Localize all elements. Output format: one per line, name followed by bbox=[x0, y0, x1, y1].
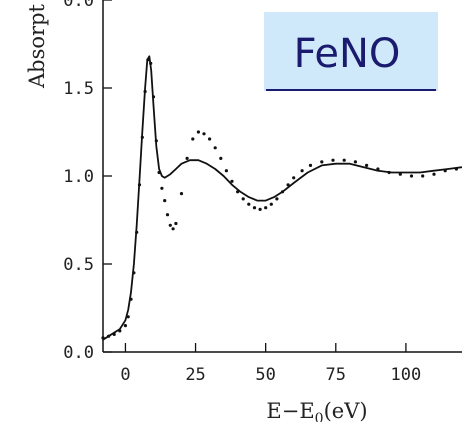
dotted-curve-point bbox=[163, 199, 167, 203]
y-tick-label: 0.0 bbox=[63, 0, 94, 11]
dotted-curve-point bbox=[126, 315, 130, 319]
dotted-curve-point bbox=[241, 197, 245, 201]
x-tick-label: 75 bbox=[326, 365, 346, 385]
dotted-curve-point bbox=[202, 132, 206, 136]
dotted-curve-point bbox=[118, 329, 122, 333]
dotted-curve-point bbox=[300, 169, 304, 173]
x-axis-label: E−E0(eV) bbox=[266, 399, 367, 422]
dotted-curve-point bbox=[443, 169, 447, 173]
dotted-curve-point bbox=[292, 176, 296, 180]
dotted-curve-point bbox=[219, 156, 223, 160]
dotted-curve-point bbox=[137, 183, 142, 187]
dotted-curve-point bbox=[280, 190, 285, 194]
dotted-curve-point bbox=[269, 202, 273, 206]
dotted-curve-point bbox=[421, 174, 425, 178]
dotted-curve-point bbox=[196, 130, 200, 134]
dotted-curve-point bbox=[154, 139, 158, 143]
dotted-curve-point bbox=[151, 95, 156, 99]
dotted-curve-point bbox=[143, 89, 147, 94]
dotted-curve-point bbox=[160, 186, 164, 190]
dotted-curve-point bbox=[185, 156, 189, 160]
x-tick-label: 50 bbox=[255, 365, 275, 385]
dotted-curve-point bbox=[132, 271, 136, 275]
dotted-curve-point bbox=[264, 206, 268, 210]
dotted-curve-point bbox=[140, 135, 144, 139]
dotted-curve-point bbox=[409, 174, 414, 178]
dotted-curve-point bbox=[165, 213, 170, 217]
dotted-curve-point bbox=[353, 160, 357, 164]
dotted-curve-point bbox=[157, 170, 161, 175]
x-tick-label: 100 bbox=[391, 365, 422, 385]
dotted-curve-point bbox=[149, 61, 153, 65]
dotted-curve-point bbox=[146, 58, 150, 62]
dotted-curve-point bbox=[252, 206, 257, 210]
x-tick-label: 0 bbox=[120, 365, 130, 385]
dotted-curve-point bbox=[365, 163, 369, 167]
dotted-curve-point bbox=[213, 146, 217, 150]
dotted-curve-point bbox=[135, 230, 139, 234]
dotted-curve-point bbox=[112, 332, 116, 336]
tick-labels: 0 25 50 75 100 0.0 0.5 1.0 1.5 0.0 bbox=[63, 0, 421, 385]
dotted-curve-point bbox=[191, 137, 195, 141]
y-tick-label: 0.5 bbox=[63, 255, 94, 275]
y-tick-label: 0.0 bbox=[63, 343, 94, 363]
dotted-curve-point bbox=[174, 221, 178, 226]
dotted-curve-point bbox=[123, 324, 127, 328]
plot-curves bbox=[101, 55, 462, 341]
dotted-curve-point bbox=[230, 179, 234, 183]
dotted-curve-point bbox=[224, 169, 228, 173]
x-tick-label: 25 bbox=[185, 365, 205, 385]
dotted-curve-point bbox=[286, 183, 290, 187]
y-tick-label: 1.5 bbox=[63, 79, 94, 99]
annotation-background bbox=[264, 12, 438, 91]
dotted-curve-point bbox=[179, 192, 184, 196]
dotted-curve-point bbox=[387, 170, 391, 175]
x-axis-label-unit: (eV) bbox=[324, 399, 368, 422]
dotted-curve-point bbox=[171, 227, 175, 231]
dotted-curve-point bbox=[432, 172, 436, 176]
dotted-curve-point bbox=[275, 197, 279, 201]
solid-curve-line bbox=[102, 55, 462, 341]
dotted-curve-point bbox=[331, 158, 335, 162]
dotted-curve-point bbox=[454, 167, 458, 171]
dotted-curve-point bbox=[308, 163, 313, 167]
dotted-curve-point bbox=[208, 137, 212, 141]
dotted-curve-point bbox=[398, 172, 402, 176]
tick-marks bbox=[103, 0, 407, 353]
dotted-curve-point bbox=[236, 190, 240, 194]
dotted-curve-point bbox=[107, 334, 111, 338]
dotted-curve-point bbox=[342, 158, 346, 162]
annotation-box: FeNO bbox=[264, 12, 438, 91]
dotted-curve-point bbox=[168, 223, 172, 227]
y-tick-label: 1.0 bbox=[63, 167, 94, 187]
dotted-curve-point bbox=[376, 167, 380, 171]
x-axis-label-subscript: 0 bbox=[315, 411, 324, 422]
x-axis-label-main: E−E bbox=[266, 399, 314, 422]
dotted-curve-point bbox=[247, 202, 251, 206]
dotted-curve-point bbox=[129, 297, 133, 301]
annotation-label: FeNO bbox=[294, 31, 401, 77]
dotted-curve-point bbox=[320, 160, 324, 164]
dotted-curve-point bbox=[258, 207, 262, 211]
y-axis-label: Absorpt bbox=[25, 3, 49, 89]
